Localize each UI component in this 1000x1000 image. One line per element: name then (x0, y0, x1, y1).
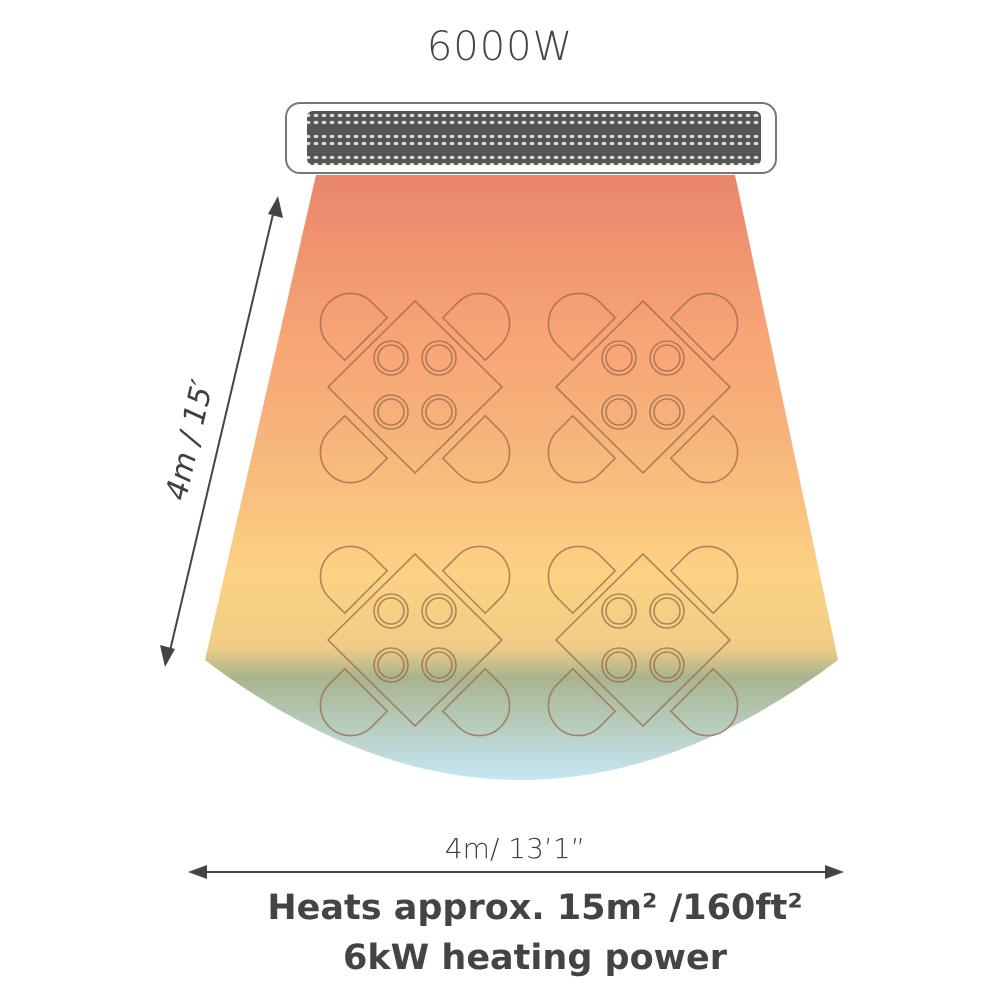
plate (373, 593, 409, 629)
table (326, 299, 504, 475)
plate (601, 394, 637, 430)
plate (601, 593, 637, 629)
chair (547, 545, 617, 615)
table-with-four-chairs-icon (319, 292, 511, 484)
coverage-text: Heats approx. 15m² /160ft² (267, 888, 803, 928)
table (554, 299, 732, 475)
plate-inner (377, 597, 405, 625)
chair (547, 414, 617, 484)
heat-area (205, 175, 838, 780)
width-arrow (188, 865, 844, 879)
chair (669, 545, 739, 615)
chair (669, 667, 739, 737)
plate (373, 340, 409, 376)
table (554, 552, 732, 728)
plate (421, 593, 457, 629)
chair (547, 667, 617, 737)
plate-inner (425, 344, 453, 372)
chair (669, 414, 739, 484)
plate-inner (605, 597, 633, 625)
chair (441, 292, 511, 362)
table-with-four-chairs-icon (547, 292, 739, 484)
plate-inner (653, 398, 681, 426)
plate (421, 394, 457, 430)
chair (319, 667, 389, 737)
plate (421, 647, 457, 683)
table (326, 552, 504, 728)
plate-inner (653, 651, 681, 679)
chair (547, 292, 617, 362)
table-with-four-chairs-icon (319, 545, 511, 737)
chair (441, 414, 511, 484)
plate (421, 340, 457, 376)
chair (319, 545, 389, 615)
plate-inner (377, 398, 405, 426)
chair (441, 667, 511, 737)
chair (669, 292, 739, 362)
table-with-four-chairs-icon (547, 545, 739, 737)
chair (441, 545, 511, 615)
plate-inner (425, 597, 453, 625)
plate (649, 340, 685, 376)
depth-arrow (160, 196, 283, 667)
power-text: 6kW heating power (342, 938, 727, 978)
heater-icon (285, 102, 777, 174)
plate (601, 340, 637, 376)
plate-inner (605, 398, 633, 426)
plate (601, 647, 637, 683)
plate-inner (605, 344, 633, 372)
power-title: 6000W (426, 24, 574, 70)
plate (649, 647, 685, 683)
plate-inner (377, 344, 405, 372)
plate (649, 593, 685, 629)
plate (373, 647, 409, 683)
plate-inner (653, 344, 681, 372)
plate-inner (605, 651, 633, 679)
plate-inner (377, 651, 405, 679)
plate (373, 394, 409, 430)
chair (319, 414, 389, 484)
plate-inner (653, 597, 681, 625)
plate-inner (425, 651, 453, 679)
plate (649, 394, 685, 430)
width-label: 4m/ 13’1” (444, 832, 586, 865)
chair (319, 292, 389, 362)
plate-inner (425, 398, 453, 426)
